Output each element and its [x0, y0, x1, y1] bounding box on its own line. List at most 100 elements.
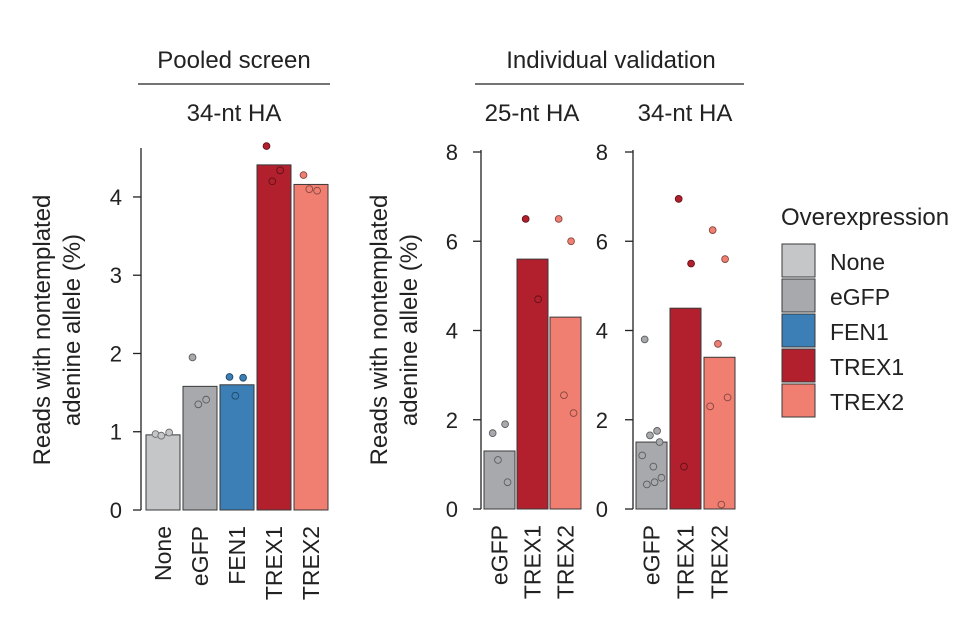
data-point-trex2 — [299, 171, 308, 179]
data-point-egfp — [649, 462, 658, 471]
data-point-egfp — [642, 480, 651, 489]
pooled-y-axis-label-line1: Reads with nontemplated — [29, 195, 56, 466]
x-tick-label-trex2: TREX2 — [707, 525, 733, 599]
data-point-fen1 — [231, 391, 240, 400]
data-point-egfp — [638, 451, 647, 460]
pooled-y-axis-label-line2: adenine allele (%) — [59, 234, 86, 426]
bar-none — [145, 434, 181, 511]
data-point-egfp — [501, 420, 509, 429]
legend-label-trex1: TREX1 — [830, 354, 904, 380]
legend-label-egfp: eGFP — [830, 284, 890, 310]
y-tick-label: 1 — [110, 420, 122, 445]
bar-trex2 — [703, 356, 736, 510]
bar-trex2 — [293, 183, 329, 511]
y-tick-label: 2 — [110, 341, 122, 366]
data-point-trex1 — [268, 177, 277, 186]
legend-swatch-trex1 — [781, 348, 816, 383]
data-point-trex2 — [554, 215, 563, 223]
data-point-trex2 — [313, 186, 321, 195]
y-tick-label: 2 — [446, 408, 458, 433]
pooled-screen-header: Pooled screen — [157, 47, 310, 74]
x-tick-label-trex2: TREX2 — [553, 525, 579, 599]
data-point-egfp — [653, 427, 661, 435]
data-point-trex1 — [276, 166, 284, 175]
y-tick-label: 8 — [446, 140, 458, 165]
panel-val34: 0 2 4 6 8 eGFP TREX1 TREX2 — [596, 140, 736, 599]
legend-label-trex2: TREX2 — [830, 389, 904, 415]
legend-swatch-egfp — [781, 278, 816, 313]
data-point-trex2 — [305, 185, 314, 193]
data-point-egfp — [188, 353, 197, 362]
data-point-trex2 — [706, 402, 715, 411]
data-point-egfp — [657, 473, 666, 482]
x-tick-label-trex1: TREX1 — [261, 526, 287, 600]
data-point-trex2 — [714, 340, 722, 348]
x-tick-label-none: None — [150, 526, 176, 581]
legend-label-fen1: FEN1 — [830, 319, 889, 345]
x-tick-label-trex1: TREX1 — [520, 525, 546, 599]
x-tick-label-egfp: eGFP — [639, 525, 665, 585]
individual-y-axis-label-line2: adenine allele (%) — [396, 234, 423, 426]
data-point-trex1 — [262, 142, 271, 150]
data-point-none — [157, 431, 166, 440]
legend-swatch-trex2 — [781, 383, 816, 418]
data-point-egfp — [646, 431, 654, 440]
y-tick-label: 0 — [596, 497, 608, 522]
data-point-egfp — [488, 429, 497, 437]
data-point-trex2 — [560, 391, 568, 400]
data-point-egfp — [194, 400, 203, 409]
data-point-egfp — [503, 478, 512, 487]
individual-25nt-panel-title: 25-nt HA — [485, 100, 580, 127]
data-point-trex2 — [708, 226, 717, 234]
pooled-panel-title: 34-nt HA — [187, 100, 282, 127]
data-point-trex1 — [687, 259, 695, 268]
data-point-egfp — [650, 478, 659, 487]
x-tick-label-egfp: eGFP — [187, 526, 213, 586]
x-tick-label-egfp: eGFP — [487, 525, 513, 585]
panel-pooled: 0 1 2 3 4 None eGFP FEN1 TREX1 TREX2 — [110, 142, 329, 600]
data-point-fen1 — [239, 373, 247, 382]
data-point-trex2 — [721, 255, 729, 263]
data-point-egfp — [494, 456, 502, 464]
bar-trex1 — [516, 258, 549, 510]
legend: Overexpression None eGFP FEN1 TREX1 TREX2 — [781, 204, 949, 418]
individual-validation-header: Individual validation — [506, 47, 715, 74]
y-tick-label: 3 — [110, 263, 122, 288]
data-point-trex2 — [569, 409, 578, 417]
y-tick-label: 8 — [596, 140, 608, 165]
x-tick-label-fen1: FEN1 — [224, 526, 250, 585]
bar-trex1 — [669, 307, 702, 510]
legend-title: Overexpression — [781, 204, 949, 231]
x-tick-label-trex2: TREX2 — [298, 526, 324, 600]
data-point-none — [165, 428, 173, 437]
y-tick-label: 6 — [596, 229, 608, 254]
data-point-egfp — [202, 395, 210, 404]
bar-fen1 — [219, 384, 255, 511]
y-tick-label: 4 — [110, 185, 122, 210]
data-point-trex1 — [521, 215, 530, 223]
data-point-trex2 — [567, 237, 575, 246]
data-point-trex2 — [717, 500, 726, 509]
y-tick-label: 4 — [596, 319, 608, 344]
panel-val25: 0 2 4 6 8 eGFP TREX1 TREX2 — [446, 140, 582, 599]
y-tick-label: 0 — [446, 497, 458, 522]
y-tick-label: 6 — [446, 229, 458, 254]
x-tick-label-trex1: TREX1 — [673, 525, 699, 599]
data-point-egfp — [655, 438, 664, 446]
data-point-trex1 — [680, 462, 688, 471]
data-point-trex2 — [723, 393, 732, 402]
legend-swatch-none — [781, 243, 816, 278]
data-point-trex1 — [674, 195, 683, 203]
individual-34nt-panel-title: 34-nt HA — [638, 100, 733, 127]
legend-swatch-fen1 — [781, 313, 816, 348]
y-tick-label: 0 — [110, 498, 122, 523]
legend-label-none: None — [830, 249, 885, 275]
y-tick-label: 4 — [446, 319, 458, 344]
individual-y-axis-label-line1: Reads with nontemplated — [366, 195, 393, 466]
bar-trex1 — [256, 164, 292, 511]
data-point-trex1 — [534, 295, 542, 304]
data-point-fen1 — [225, 373, 234, 381]
data-point-egfp — [640, 335, 649, 344]
y-tick-label: 2 — [596, 408, 608, 433]
